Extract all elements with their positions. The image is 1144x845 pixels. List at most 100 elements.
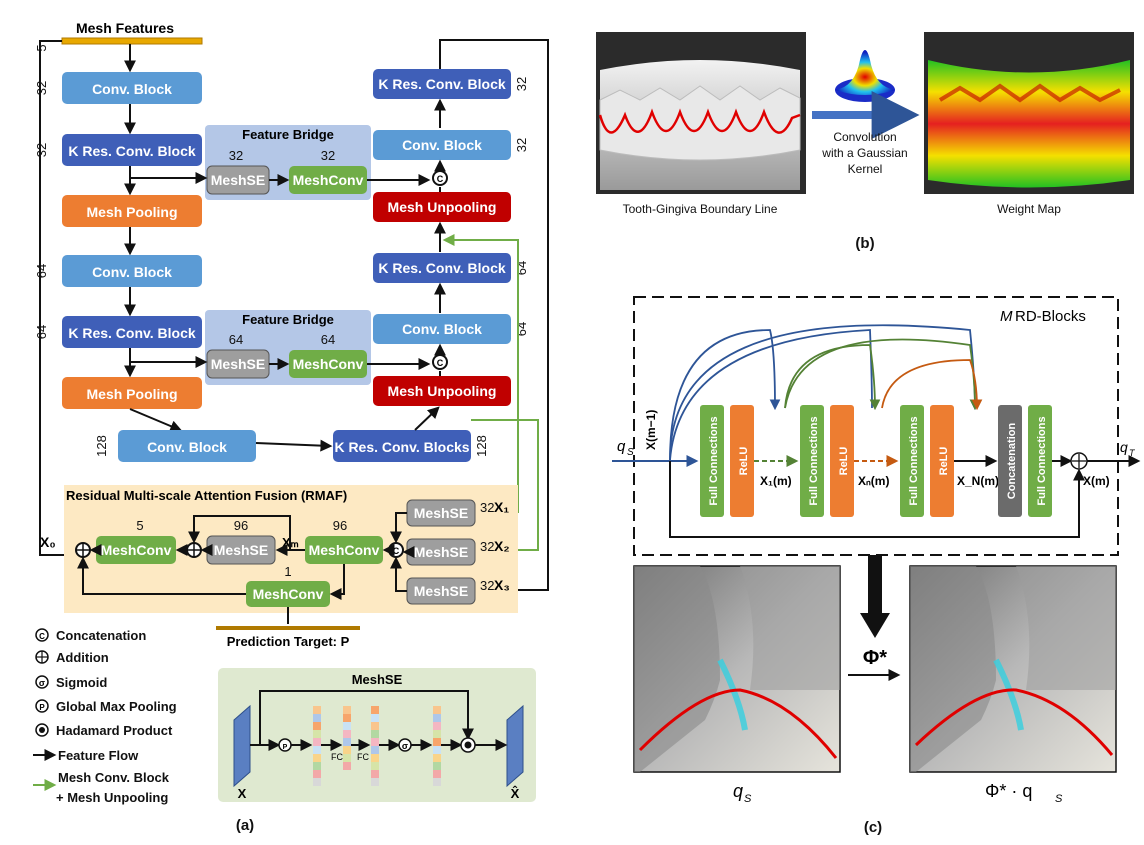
qs-bottom-label: q [733,781,743,801]
conv-block-up-1 [373,130,511,160]
fc-label: FC [357,752,369,762]
conv-block-1 [62,72,202,104]
conv-block-label: Conv. Block [147,439,227,455]
feature-vector-1 [313,706,321,786]
meshse-label: MeshSE [414,583,468,599]
svg-text:Full Connections: Full Connections [708,416,720,505]
dim-label: 32 [514,77,529,91]
k-res-blocks-label: K Res. Conv. Blocks [334,439,469,455]
conv-block-label: Conv. Block [92,81,172,97]
meshse-label: MeshSE [214,542,268,558]
svg-text:C: C [393,546,400,556]
meshse-label: MeshSE [211,172,265,188]
phi-qs-sub: S [1055,793,1063,805]
conv-block-label: Conv. Block [402,137,482,153]
legend-item-label: Global Max Pooling [56,699,177,714]
qt-sub: T [1129,448,1136,458]
k-res-conv-block-up-1 [373,69,511,99]
dim-label: 32 [321,148,335,163]
x-prev-label: X(m−1) [644,410,658,450]
dim-label: 64 [34,325,49,339]
weight-map-label: Weight Map [997,202,1061,216]
meshconv-label: MeshConv [293,172,364,188]
dim-label: 64 [514,322,529,336]
meshse-label: MeshSE [414,544,468,560]
meshconv-rmaf-1 [246,581,330,607]
var-xhat: X̂ [511,786,520,801]
input-tensor [233,704,251,788]
fc-block-3 [900,405,924,517]
dim-label: 32 [480,539,494,554]
feature-vector-4 [433,706,441,786]
meshse-detail-title: MeshSE [352,672,403,687]
fc-block-1 [700,405,724,517]
prediction-target-label: Prediction Target: P [227,634,350,649]
meshconv-label: MeshConv [309,542,380,558]
relu-block-2 [830,405,854,517]
dim-label: 64 [321,332,335,347]
feature-bridge-label: Feature Bridge [242,127,334,142]
svg-text:ReLU: ReLU [838,447,850,476]
var-x: X [238,786,247,801]
dim-label: 64 [514,261,529,275]
dim-label: 5 [34,44,49,51]
legend-symbol: σ [39,678,45,688]
relu-block-3 [930,405,954,517]
caption-b: (b) [855,235,874,252]
svg-text:Full Connections: Full Connections [808,416,820,505]
mesh-unpooling-1 [373,192,511,222]
dim-label: 128 [94,435,109,457]
caption-c: (c) [864,819,882,836]
xm-label: X(m) [1083,474,1110,488]
meshconv-label: MeshConv [293,356,364,372]
mesh-features-label: Mesh Features [76,20,174,36]
legend: C Concatenation Addition σ Sigmoid P Glo… [33,628,177,805]
mesh-pooling-label: Mesh Pooling [87,204,178,220]
k-res-conv-block-2 [62,316,202,348]
mesh-unpooling-2 [373,376,511,406]
panel-a: Mesh Features 5 Conv. Block 32 K Res. Co… [33,20,549,834]
output-tensor [506,704,524,788]
var-x3: X₃ [494,577,510,593]
conv-block-2 [62,255,202,287]
caption-a: (a) [236,817,254,834]
meshconv-bridge-2 [289,350,367,378]
meshconv-label: MeshConv [101,542,172,558]
dim-label: 1 [284,564,291,579]
relu-block-1 [730,405,754,517]
svg-text:C: C [437,174,444,184]
phi-qs-label: Φ* · q [985,781,1032,801]
arrow-text: Convolution [833,130,896,144]
m-label: M [1000,308,1013,325]
meshconv-rmaf-5 [96,536,176,564]
dim-label: 32 [34,143,49,157]
legend-symbol: C [39,632,45,641]
meshse-label: MeshSE [414,505,468,521]
legend-item-label: Hadamard Product [56,723,173,738]
svg-text:ReLU: ReLU [938,447,950,476]
mesh-pooling-label: Mesh Pooling [87,386,178,402]
fc-label: FC [331,752,343,762]
x1-label: X₁(m) [760,474,792,488]
legend-item-label: + Mesh Unpooling [56,790,168,805]
dim-label: 128 [474,435,489,457]
mesh-features-bar [61,37,203,45]
legend-item-label: Feature Flow [58,748,139,763]
dim-label: 32 [229,148,243,163]
conv-block-label: Conv. Block [92,264,172,280]
conv-block-3 [118,430,256,462]
dim-label: 32 [480,500,494,515]
boundary-line [598,108,801,134]
tooth-image-label: Tooth-Gingiva Boundary Line [623,202,778,216]
sigmoid-symbol: σ [402,741,408,751]
k-res-conv-blocks [333,430,471,462]
k-res-conv-block-1 [62,134,202,166]
svg-text:Full Connections: Full Connections [1036,416,1048,505]
panel-b: Convolution with a Gaussian Kernel Tooth… [596,32,1134,252]
k-res-label: K Res. Conv. Block [68,325,196,341]
var-x2: X₂ [494,538,510,554]
dim-label: 5 [136,518,143,533]
dim-label: 96 [333,518,347,533]
qt-label: q [1120,439,1128,455]
